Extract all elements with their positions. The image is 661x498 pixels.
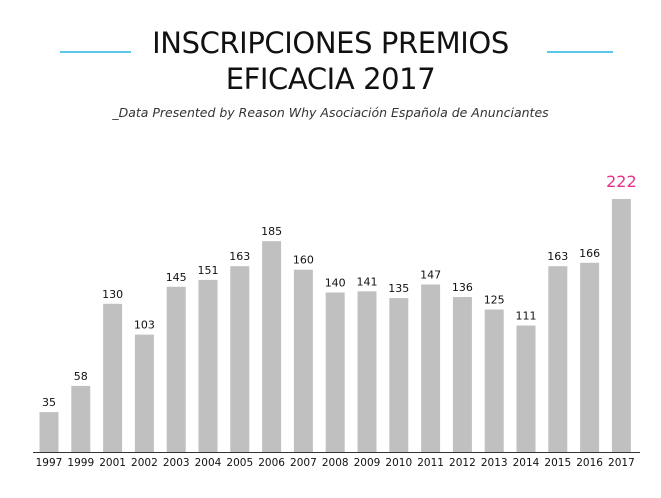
chart-title-line-2: EFICACIA 2017 <box>225 62 436 96</box>
bar-2012 <box>452 297 472 452</box>
x-tick-label-2014: 2014 <box>513 457 540 469</box>
data-label-2016: 166 <box>579 247 600 260</box>
data-label-2008: 140 <box>325 277 346 290</box>
data-label-2002: 103 <box>134 319 155 332</box>
bar-2015 <box>548 266 568 452</box>
data-label-1997: 35 <box>42 396 56 409</box>
x-tick-label-2005: 2005 <box>226 457 253 469</box>
data-label-2012: 136 <box>452 281 473 294</box>
x-tick-label-2007: 2007 <box>290 457 317 469</box>
bar-1997 <box>39 412 59 452</box>
data-label-2003: 145 <box>166 271 187 284</box>
x-tick-label-1997: 1997 <box>36 457 63 469</box>
x-tick-label-2015: 2015 <box>544 457 571 469</box>
data-label-2011: 147 <box>420 269 441 282</box>
x-tick-label-2017: 2017 <box>608 457 635 469</box>
data-label-2005: 163 <box>229 250 250 263</box>
x-tick-label-2003: 2003 <box>163 457 190 469</box>
x-tick-label-2011: 2011 <box>417 457 444 469</box>
x-tick-label-2012: 2012 <box>449 457 476 469</box>
data-label-2006: 185 <box>261 225 282 238</box>
x-tick-label-2013: 2013 <box>481 457 508 469</box>
x-tick-label-2016: 2016 <box>576 457 603 469</box>
bar-2011 <box>421 284 441 452</box>
x-tick-label-2001: 2001 <box>99 457 126 469</box>
bar-2014 <box>516 325 536 452</box>
bar-2004 <box>198 279 218 452</box>
title-decoration-line-right <box>547 51 613 53</box>
bar-2003 <box>166 286 186 452</box>
data-label-2017: 222 <box>606 172 637 191</box>
data-label-2015: 163 <box>547 250 568 263</box>
bar-2008 <box>325 292 345 452</box>
bar-2007 <box>293 269 313 452</box>
data-label-1999: 58 <box>74 370 88 383</box>
bar-2013 <box>484 309 504 452</box>
x-tick-label-1999: 1999 <box>67 457 94 469</box>
data-label-2007: 160 <box>293 254 314 267</box>
data-label-2014: 111 <box>516 310 537 323</box>
x-tick-label-2010: 2010 <box>385 457 412 469</box>
data-label-2013: 125 <box>484 294 505 307</box>
bar-2002 <box>134 334 154 452</box>
x-tick-label-2009: 2009 <box>354 457 381 469</box>
data-label-2001: 130 <box>102 288 123 301</box>
bar-2010 <box>389 298 409 452</box>
data-label-2004: 151 <box>198 264 219 277</box>
data-label-2009: 141 <box>357 275 378 288</box>
title-decoration-line-left <box>60 51 131 53</box>
chart-title-line-1: INSCRIPCIONES PREMIOS <box>152 26 509 60</box>
bar-2016 <box>580 262 600 452</box>
bar-2009 <box>357 291 377 452</box>
bar-2006 <box>262 241 282 452</box>
x-tick-label-2006: 2006 <box>258 457 285 469</box>
bar-2001 <box>103 303 123 452</box>
bar-2017 <box>611 199 631 452</box>
bar-2005 <box>230 266 250 452</box>
x-tick-label-2002: 2002 <box>131 457 158 469</box>
x-tick-label-2008: 2008 <box>322 457 349 469</box>
data-label-2010: 135 <box>388 282 409 295</box>
chart-subtitle: _Data Presented by Reason Why Asociación… <box>112 105 549 120</box>
bar-1999 <box>71 385 91 452</box>
x-tick-label-2004: 2004 <box>195 457 222 469</box>
